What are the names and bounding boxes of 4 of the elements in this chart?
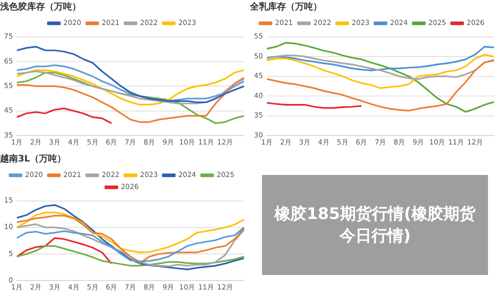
chart-title: 全乳库存（万吨）	[249, 2, 322, 13]
text: 橡胶185期货行情(橡胶期货今日行情)	[273, 202, 476, 247]
chart-title: 越南3L（万吨）	[0, 154, 66, 165]
chart-title: 浅色胶库存（万吨）	[0, 2, 81, 13]
